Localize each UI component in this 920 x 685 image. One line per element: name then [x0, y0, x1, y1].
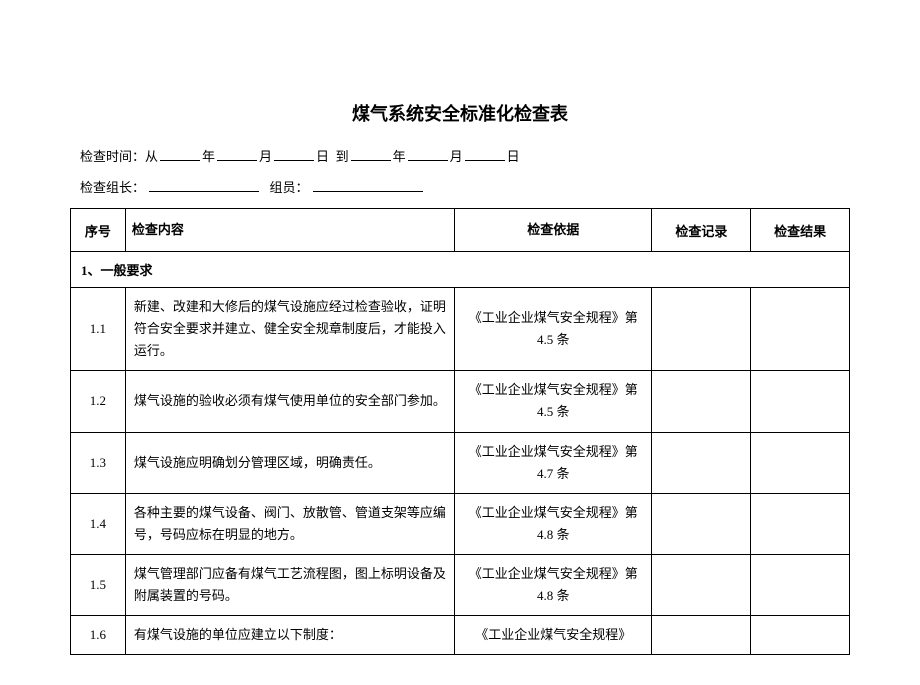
row-seq: 1.4 [71, 493, 126, 554]
from-month-blank [217, 146, 257, 161]
row-record [652, 288, 751, 371]
row-result [751, 493, 850, 554]
row-record [652, 371, 751, 432]
header-seq: 序号 [71, 209, 126, 252]
time-prefix: 检查时间：从 [80, 149, 158, 164]
year-label-2: 年 [393, 149, 406, 164]
inspection-people-line: 检查组长： 组员： [70, 177, 850, 196]
leader-label: 检查组长： [80, 180, 145, 195]
table-row: 1.1 新建、改建和大修后的煤气设施应经过检查验收，证明符合安全要求并建立、健全… [71, 288, 850, 371]
from-day-blank [274, 146, 314, 161]
row-result [751, 616, 850, 655]
day-label-2: 日 [507, 149, 520, 164]
to-day-blank [465, 146, 505, 161]
row-result [751, 432, 850, 493]
header-basis: 检查依据 [454, 209, 651, 252]
leader-blank [149, 177, 259, 192]
row-result [751, 554, 850, 615]
from-year-blank [160, 146, 200, 161]
table-row: 1.4 各种主要的煤气设备、阀门、放散管、管道支架等应编号，号码应标在明显的地方… [71, 493, 850, 554]
table-row: 1.3 煤气设施应明确划分管理区域，明确责任。 《工业企业煤气安全规程》第 4.… [71, 432, 850, 493]
month-label-1: 月 [259, 149, 272, 164]
year-label-1: 年 [202, 149, 215, 164]
row-seq: 1.3 [71, 432, 126, 493]
row-content: 煤气设施的验收必须有煤气使用单位的安全部门参加。 [125, 371, 454, 432]
row-content: 煤气管理部门应备有煤气工艺流程图，图上标明设备及附属装置的号码。 [125, 554, 454, 615]
row-seq: 1.2 [71, 371, 126, 432]
row-result [751, 288, 850, 371]
table-header-row: 序号 检查内容 检查依据 检查记录 检查结果 [71, 209, 850, 252]
row-basis: 《工业企业煤气安全规程》 [454, 616, 651, 655]
member-blank [313, 177, 423, 192]
row-basis: 《工业企业煤气安全规程》第 4.7 条 [454, 432, 651, 493]
document-title: 煤气系统安全标准化检查表 [70, 100, 850, 126]
to-label: 到 [336, 149, 349, 164]
header-result: 检查结果 [751, 209, 850, 252]
table-row: 1.6 有煤气设施的单位应建立以下制度： 《工业企业煤气安全规程》 [71, 616, 850, 655]
row-basis: 《工业企业煤气安全规程》第 4.8 条 [454, 493, 651, 554]
row-record [652, 616, 751, 655]
month-label-2: 月 [450, 149, 463, 164]
row-content: 有煤气设施的单位应建立以下制度： [125, 616, 454, 655]
row-content: 各种主要的煤气设备、阀门、放散管、管道支架等应编号，号码应标在明显的地方。 [125, 493, 454, 554]
header-content: 检查内容 [125, 209, 454, 252]
row-seq: 1.6 [71, 616, 126, 655]
to-year-blank [351, 146, 391, 161]
row-result [751, 371, 850, 432]
row-basis: 《工业企业煤气安全规程》第 4.8 条 [454, 554, 651, 615]
row-seq: 1.1 [71, 288, 126, 371]
header-record: 检查记录 [652, 209, 751, 252]
row-seq: 1.5 [71, 554, 126, 615]
section-header-row: 1、一般要求 [71, 252, 850, 288]
row-basis: 《工业企业煤气安全规程》第 4.5 条 [454, 288, 651, 371]
row-record [652, 432, 751, 493]
inspection-table: 序号 检查内容 检查依据 检查记录 检查结果 1、一般要求 1.1 新建、改建和… [70, 208, 850, 655]
row-basis: 《工业企业煤气安全规程》第 4.5 条 [454, 371, 651, 432]
to-month-blank [408, 146, 448, 161]
row-content: 新建、改建和大修后的煤气设施应经过检查验收，证明符合安全要求并建立、健全安全规章… [125, 288, 454, 371]
table-row: 1.5 煤气管理部门应备有煤气工艺流程图，图上标明设备及附属装置的号码。 《工业… [71, 554, 850, 615]
row-record [652, 554, 751, 615]
row-content: 煤气设施应明确划分管理区域，明确责任。 [125, 432, 454, 493]
section-1-title: 1、一般要求 [71, 252, 850, 288]
row-record [652, 493, 751, 554]
day-label-1: 日 [316, 149, 329, 164]
inspection-time-line: 检查时间：从 年 月 日 到 年 月 日 [70, 146, 850, 165]
member-label: 组员： [270, 180, 309, 195]
table-row: 1.2 煤气设施的验收必须有煤气使用单位的安全部门参加。 《工业企业煤气安全规程… [71, 371, 850, 432]
